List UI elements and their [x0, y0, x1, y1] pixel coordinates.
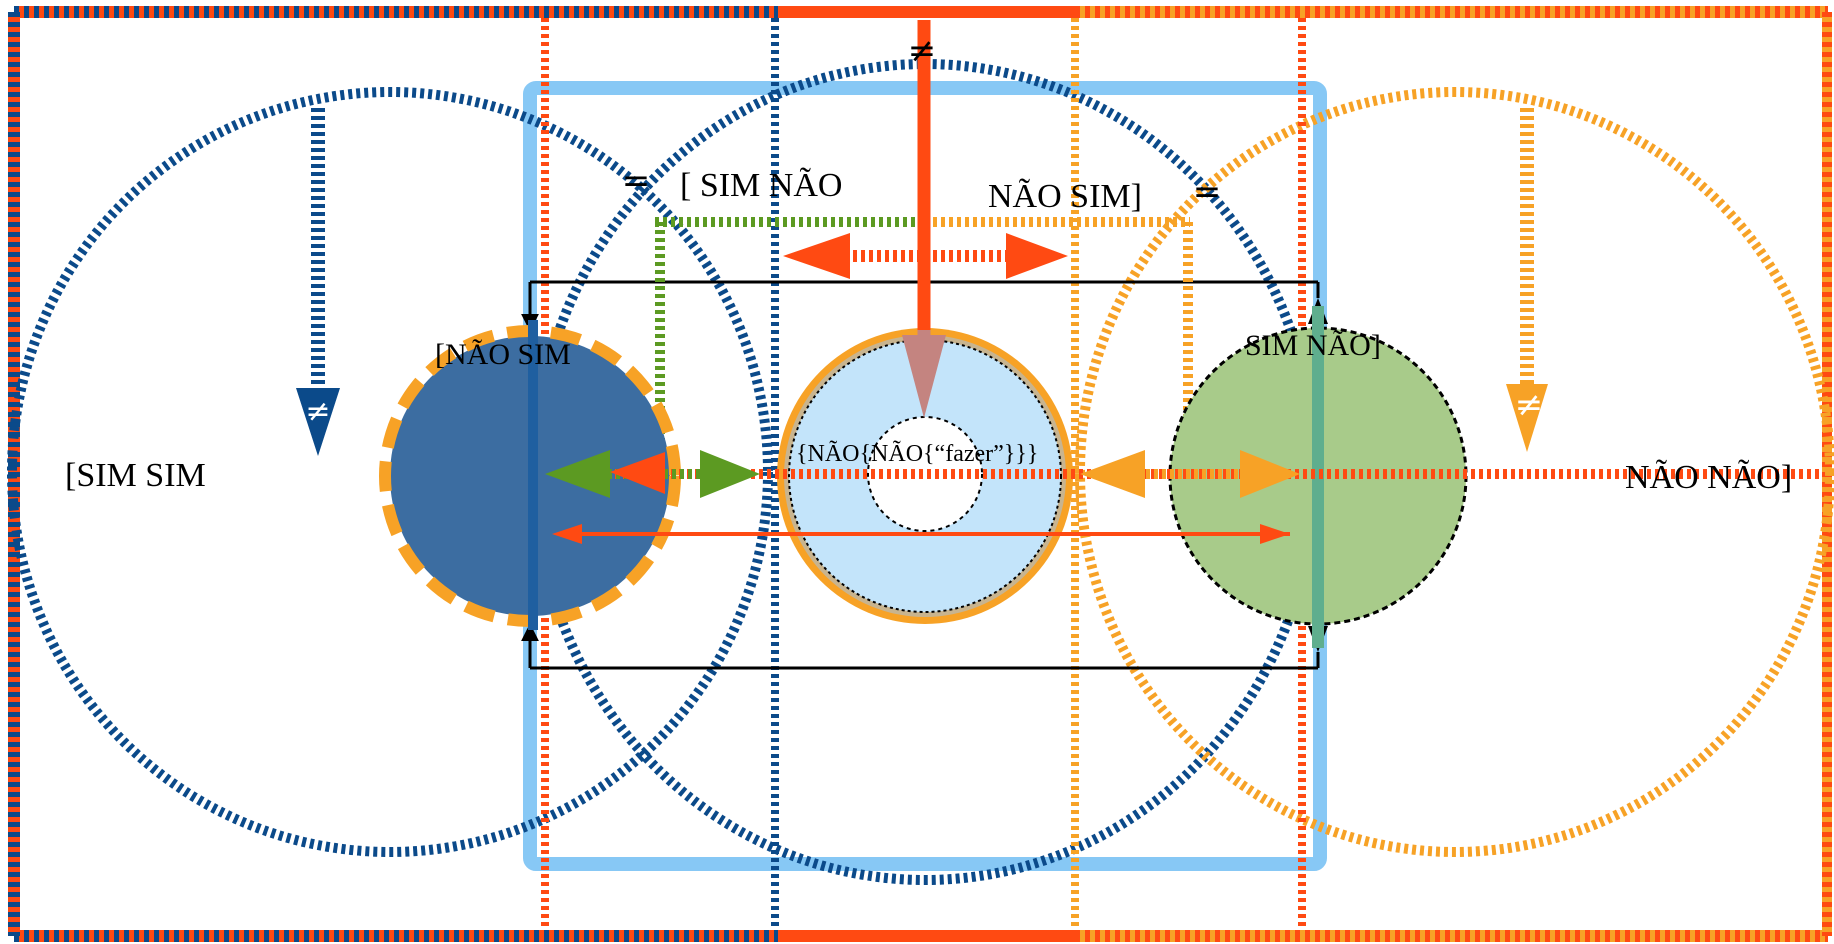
label-left-inner: [NÃO SIM: [435, 338, 571, 371]
left-down-arrow: [296, 108, 340, 456]
right-not-equal-symbol: ≠: [1515, 385, 1544, 425]
label-top-left: [ SIM NÃO: [680, 167, 842, 204]
right-down-arrow: [1506, 108, 1548, 452]
left-arrows: [545, 450, 760, 498]
center-inner-white-circle: [867, 416, 983, 532]
label-top-right: NÃO SIM]: [988, 178, 1142, 215]
right-equal-symbol: =: [1193, 172, 1222, 212]
label-center: {NÃO{NÃO{“fazer”}}}: [796, 441, 1038, 467]
label-right-inner: SIM NÃO]: [1245, 329, 1381, 362]
left-not-equal-symbol: ≠: [305, 394, 330, 429]
top-not-equal-symbol: ≠: [908, 31, 937, 71]
top-center-down-arrow: [902, 20, 946, 418]
label-right-outer: NÃO NÃO]: [1625, 459, 1792, 496]
right-arrows: [1080, 450, 1300, 498]
lower-red-arrow: [552, 524, 1290, 544]
label-left-outer: [SIM SIM: [65, 457, 206, 494]
left-equal-symbol: =: [622, 161, 651, 201]
